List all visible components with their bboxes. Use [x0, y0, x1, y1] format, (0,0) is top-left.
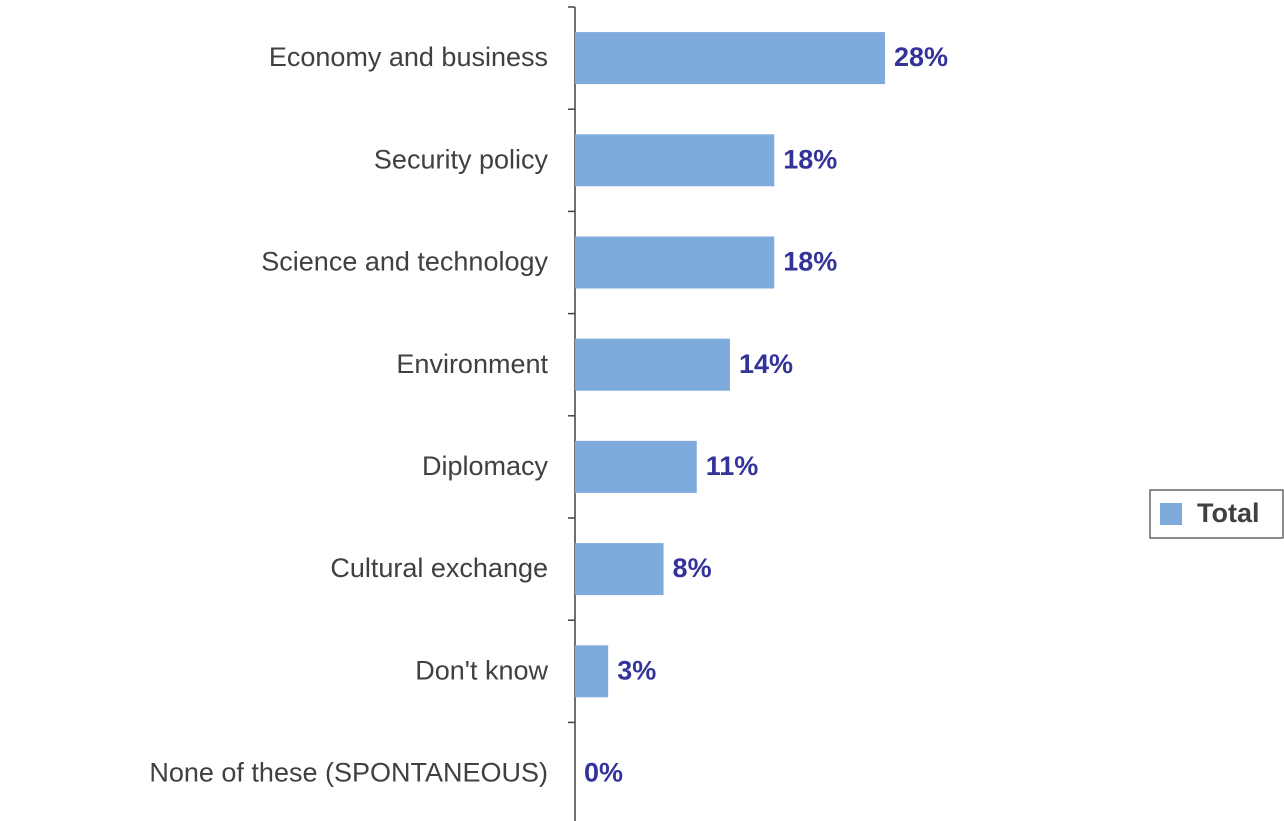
data-label: 11% — [706, 451, 759, 481]
category-label: Security policy — [374, 144, 549, 174]
bar — [575, 236, 775, 289]
data-label: 14% — [739, 349, 793, 379]
data-label: 28% — [894, 42, 948, 72]
category-label: Cultural exchange — [330, 553, 548, 583]
legend-label: Total — [1197, 498, 1260, 528]
bar — [575, 440, 697, 493]
category-label: Science and technology — [261, 247, 548, 277]
data-label: 8% — [673, 553, 712, 583]
data-label: 3% — [617, 655, 656, 685]
data-label: 18% — [783, 247, 837, 277]
bar — [575, 645, 609, 698]
category-label: Economy and business — [269, 42, 548, 72]
category-label: None of these (SPONTANEOUS) — [149, 758, 548, 788]
data-label: 18% — [783, 144, 837, 174]
bar — [575, 32, 885, 85]
data-label: 0% — [584, 758, 623, 788]
category-label: Environment — [396, 349, 548, 379]
legend-swatch — [1160, 503, 1182, 525]
bar — [575, 338, 730, 391]
bar — [575, 134, 775, 187]
category-label: Don't know — [415, 655, 548, 685]
category-label: Diplomacy — [422, 451, 549, 481]
bar — [575, 543, 664, 596]
